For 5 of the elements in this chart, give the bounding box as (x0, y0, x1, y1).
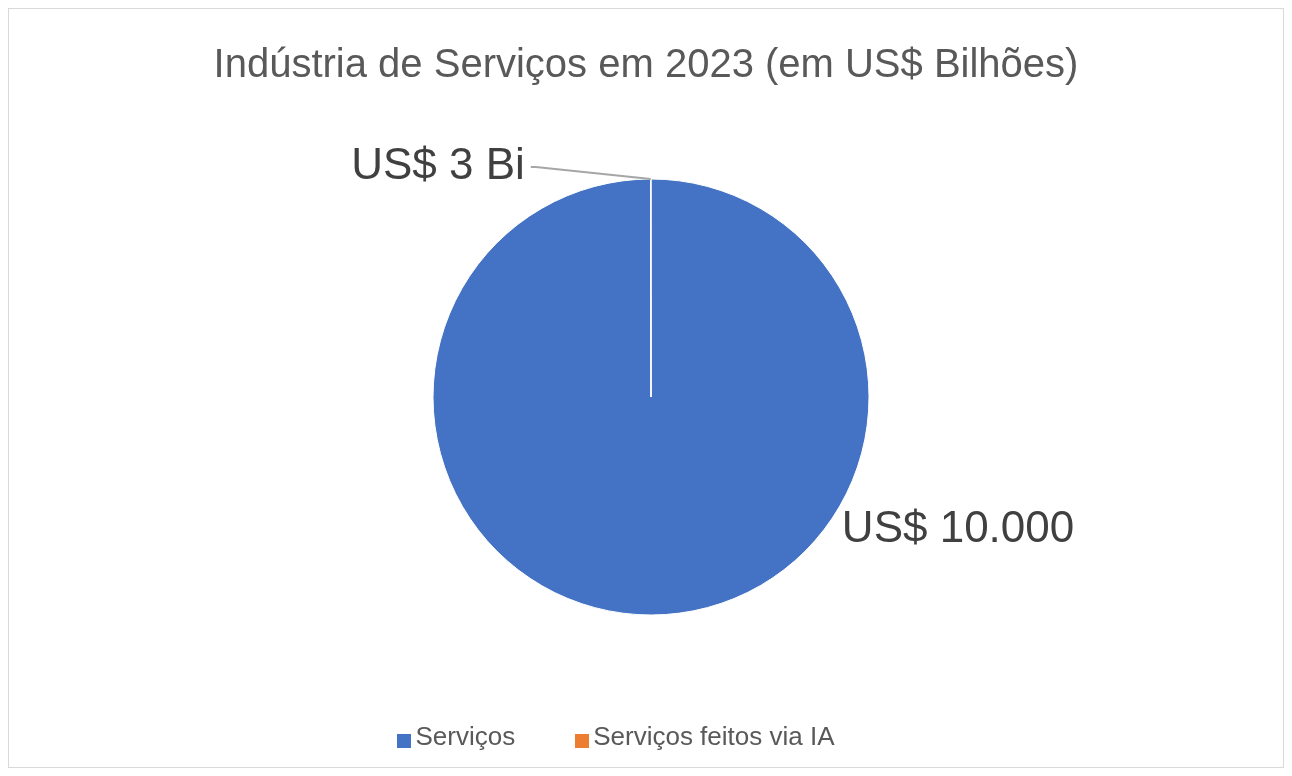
data-label: US$ 10.000 (841, 502, 1075, 552)
legend-label: Serviços (415, 721, 516, 751)
chart-title: Indústria de Serviços em 2023 (em US$ Bilhões) (212, 39, 1080, 87)
data-label: US$ 3 Bi (351, 138, 525, 188)
legend-label: Serviços feitos via IA (593, 721, 835, 751)
